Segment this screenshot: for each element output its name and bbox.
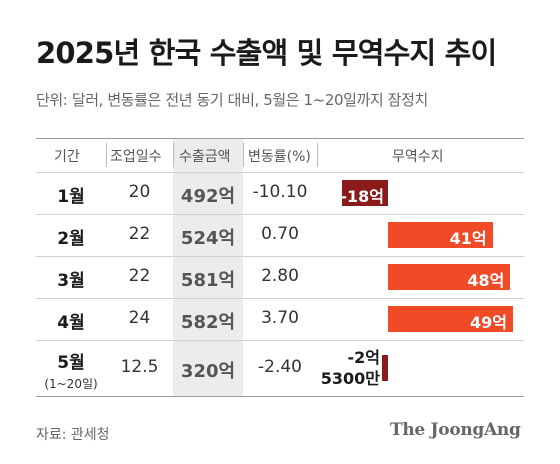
- export-amount-cell: 581억: [180, 270, 236, 291]
- table-row: 5월 (1~20일) 12.5 320억 -2.40 -2억 5300만: [0, 340, 560, 396]
- trade-balance-label: -2억 5300만: [321, 347, 380, 389]
- change-rate-cell: 2.80: [261, 266, 299, 286]
- workdays-cell: 22: [128, 266, 151, 286]
- change-rate-cell: 0.70: [261, 224, 299, 244]
- trade-balance-label: -18억: [340, 187, 384, 206]
- table-row: 3월 22 581억 2.80 48억: [0, 256, 560, 298]
- period-cell: 3월: [36, 266, 106, 291]
- workdays-cell: 12.5: [120, 357, 159, 377]
- change-rate-cell: -10.10: [252, 182, 308, 202]
- period-cell: 2월: [36, 224, 106, 249]
- workdays-cell: 20: [128, 182, 151, 202]
- period-cell: 5월 (1~20일): [36, 348, 106, 392]
- period-label: 3월: [57, 271, 85, 291]
- period-label: 2월: [57, 229, 85, 249]
- trade-balance-bar: [342, 180, 388, 206]
- trade-balance-label-line: -2억: [347, 348, 381, 367]
- period-cell: 1월: [36, 182, 106, 207]
- trade-balance-label: 41억: [449, 229, 487, 248]
- export-amount-cell: 524억: [180, 228, 236, 249]
- period-label: 4월: [57, 313, 85, 333]
- trade-balance-bar: [388, 264, 511, 290]
- header-divider: [317, 143, 318, 167]
- export-amount-cell: 582억: [180, 312, 236, 333]
- header-divider: [173, 143, 174, 167]
- table-bottom-rule: [36, 396, 524, 397]
- source-note: 자료: 관세청: [36, 427, 110, 443]
- row-separator: [36, 214, 524, 215]
- trade-balance-bar: [388, 306, 513, 332]
- period-label: 5월: [57, 353, 85, 373]
- change-rate-cell: -2.40: [258, 357, 302, 377]
- row-separator: [36, 256, 524, 257]
- export-column-shade: [173, 138, 243, 396]
- header-divider: [106, 143, 107, 167]
- header-rule: [36, 138, 524, 139]
- trade-balance-label: 49억: [469, 313, 507, 332]
- table-row: 2월 22 524억 0.70 41억: [0, 214, 560, 256]
- chart-title: 2025년 한국 수출액 및 무역수지 추이: [36, 36, 497, 70]
- workdays-cell: 24: [128, 308, 151, 328]
- header-divider: [243, 143, 244, 167]
- chart-subtitle: 단위: 달러, 변동률은 전년 동기 대비, 5월은 1~20일까지 잠정치: [36, 91, 428, 109]
- header-trade-balance: 무역수지: [392, 149, 444, 165]
- period-label: 1월: [57, 187, 85, 207]
- export-amount-cell: 320억: [180, 361, 236, 382]
- change-rate-cell: 3.70: [261, 308, 299, 328]
- period-note: (1~20일): [44, 377, 98, 391]
- workdays-cell: 22: [128, 224, 151, 244]
- header-export-amount: 수출금액: [179, 149, 231, 165]
- trade-balance-bar: [381, 355, 388, 381]
- header-period: 기간: [54, 149, 80, 165]
- trade-balance-label: 48억: [467, 271, 505, 290]
- table-header: 기간 조업일수 수출금액 변동률(%) 무역수지: [0, 138, 560, 172]
- table-row: 1월 20 492억 -10.10 -18억: [0, 172, 560, 214]
- period-cell: 4월: [36, 308, 106, 333]
- row-separator: [36, 340, 524, 341]
- row-separator: [36, 172, 524, 173]
- table-row: 4월 24 582억 3.70 49억: [0, 298, 560, 340]
- trade-balance-bar: [388, 222, 493, 248]
- header-change-rate: 변동률(%): [248, 149, 311, 165]
- header-workdays: 조업일수: [110, 149, 162, 165]
- export-amount-cell: 492억: [180, 186, 236, 207]
- row-separator: [36, 298, 524, 299]
- trade-balance-label-line: 5300만: [320, 369, 380, 388]
- brand-logo: The JoongAng: [390, 420, 521, 440]
